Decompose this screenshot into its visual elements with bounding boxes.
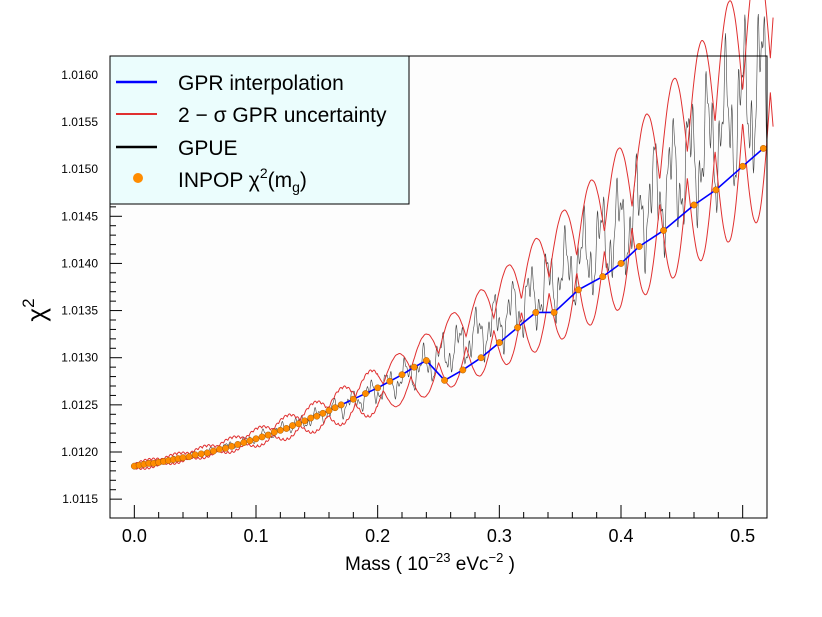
y-tick-label: 1.0155 [61,115,98,129]
inpop-point [349,395,357,403]
inpop-point [422,357,430,364]
inpop-point [203,449,211,457]
inpop-point [246,437,254,445]
x-tick-label: 0.3 [487,526,512,546]
plot-frame [109,55,768,519]
inpop-point [550,309,558,316]
y-tick-label: 1.0135 [61,304,98,318]
inpop-point [270,428,278,436]
inpop-point [386,377,394,385]
y-tick-label: 1.0160 [61,68,98,82]
y-tick-label: 1.0120 [61,445,98,459]
inpop-point [712,186,720,194]
legend-label-inpop: INPOP χ2(mg) [178,165,307,195]
inpop-point [191,451,199,459]
inpop-point [319,409,327,417]
uncertainty-lower [133,92,774,470]
inpop-point [210,447,217,455]
y-tick-label: 1.0150 [61,162,98,176]
inpop-point [325,407,333,414]
inpop-point [331,404,339,412]
y-tick-label: 1.0145 [61,209,98,223]
inpop-point [313,412,321,420]
inpop-point [301,417,309,425]
inpop-point [289,422,296,429]
inpop-point [660,227,667,234]
inpop-point [264,431,272,439]
legend-label-uncertainty: 2 − σ GPR uncertainty [178,104,387,127]
inpop-point [690,201,698,209]
inpop-point [222,444,229,452]
inpop-point [362,390,369,397]
inpop-point [234,441,242,448]
inpop-point [398,371,406,379]
inpop-point [197,450,205,458]
inpop-point [337,401,345,409]
inpop-point [635,243,643,250]
legend-label-gpue: GPUE [178,137,238,160]
inpop-point [240,439,248,446]
inpop-point [258,433,266,441]
inpop-point [514,324,521,331]
inpop-point [495,339,503,347]
y-tick-label: 1.0125 [61,398,98,412]
x-tick-label: 0.0 [122,526,147,546]
inpop-point [276,426,284,434]
inpop-point [617,260,625,267]
y-axis-label: χ2 [19,298,51,321]
inpop-point [739,162,747,170]
inpop-point [374,384,382,392]
inpop-point [441,376,448,384]
inpop-point [599,273,607,281]
legend-swatch-inpop [133,173,143,183]
legend: GPR interpolation 2 − σ GPR uncertainty … [109,55,410,205]
inpop-point [185,453,193,461]
inpop-point [477,354,485,362]
inpop-point [283,425,290,432]
inpop-point [228,442,236,450]
inpop-point [216,445,223,453]
inpop-point [410,363,418,371]
inpop-point [307,414,315,422]
x-axis-label: Mass ( 10−23 eVc−2 ) [345,550,515,575]
uncertainty-upper [133,0,774,467]
inpop-point [575,286,582,294]
inpop-point [532,309,540,316]
inpop-point [252,435,260,443]
x-tick-label: 0.4 [608,526,633,546]
x-tick-label: 0.5 [730,526,755,546]
legend-box [109,55,410,205]
x-tick-label: 0.1 [243,526,268,546]
y-tick-label: 1.0115 [62,492,98,506]
inpop-point [295,420,302,428]
inpop-point [179,454,187,462]
uncertainty-band [133,0,774,470]
x-tick-label: 0.2 [365,526,390,546]
inpop-point [459,366,467,374]
y-tick-label: 1.0140 [61,256,98,270]
inpop-points [130,144,767,470]
inpop-point [759,144,767,152]
y-tick-label: 1.0130 [61,351,98,365]
legend-label-gpr: GPR interpolation [178,72,344,95]
